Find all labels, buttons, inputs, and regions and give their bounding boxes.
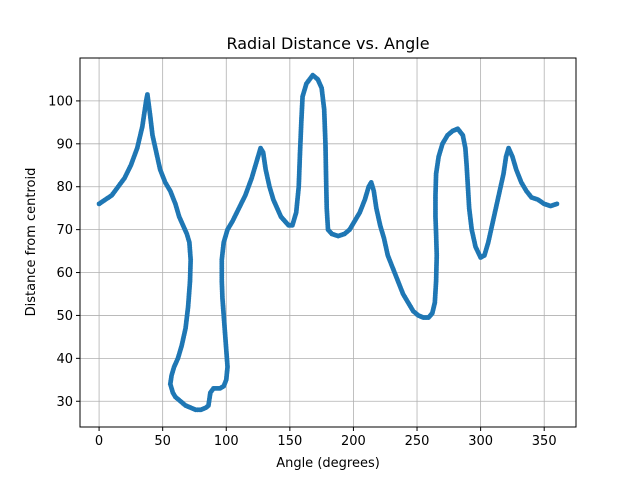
y-axis-label: Distance from centroid xyxy=(24,168,39,317)
y-tick-label: 30 xyxy=(56,395,73,410)
chart-title: Radial Distance vs. Angle xyxy=(226,34,429,53)
y-tick-label: 70 xyxy=(56,223,73,238)
data-points xyxy=(96,72,560,413)
x-tick-label: 100 xyxy=(214,434,239,449)
y-tick-label: 90 xyxy=(56,137,73,152)
y-tick-label: 60 xyxy=(56,266,73,281)
y-tick-label: 80 xyxy=(56,180,73,195)
x-axis-label: Angle (degrees) xyxy=(276,456,380,471)
x-tick-label: 200 xyxy=(341,434,366,449)
x-tick-label: 350 xyxy=(532,434,557,449)
plot-area-frame xyxy=(79,57,577,428)
x-tick-label: 250 xyxy=(405,434,430,449)
x-tick-label: 300 xyxy=(468,434,493,449)
x-tick-label: 150 xyxy=(277,434,302,449)
x-tick-label: 0 xyxy=(95,434,103,449)
y-axis-ticks: 30 40 50 60 70 80 90 100 xyxy=(48,94,80,410)
data-point xyxy=(554,201,560,207)
y-tick-label: 100 xyxy=(48,94,73,109)
x-tick-label: 50 xyxy=(154,434,171,449)
x-axis-ticks: 0 50 100 150 200 250 300 350 xyxy=(95,427,557,449)
y-tick-label: 40 xyxy=(56,352,73,367)
y-tick-label: 50 xyxy=(56,309,73,324)
